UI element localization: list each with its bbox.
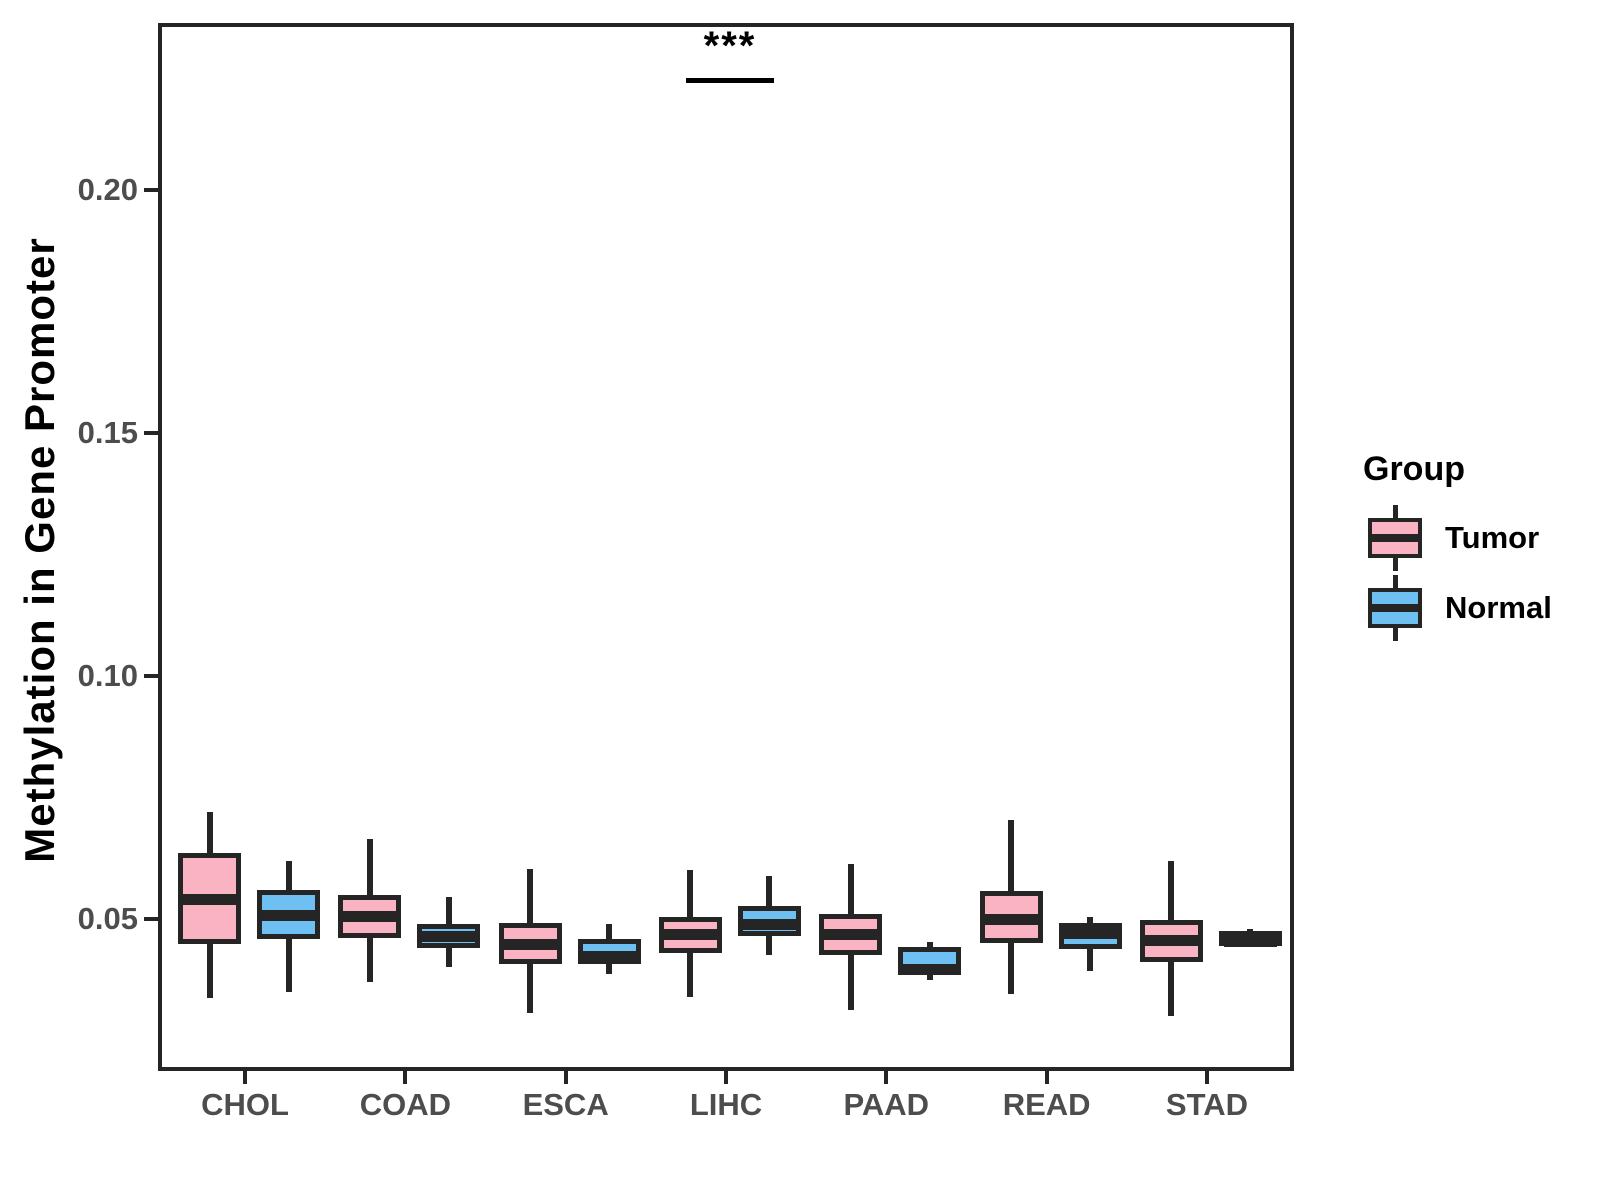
legend-title: Group — [1363, 450, 1465, 488]
y-tick-mark-0.05 — [144, 916, 158, 921]
significance-line — [685, 78, 774, 83]
x-tick-mark-READ — [1044, 1071, 1049, 1084]
box-PAAD-Normal — [898, 946, 962, 976]
box-CHOL-Normal — [257, 889, 320, 940]
key-median — [1372, 534, 1418, 542]
x-tick-label-STAD: STAD — [1165, 1087, 1249, 1122]
x-tick-label-ESCA: ESCA — [522, 1087, 609, 1122]
box-LIHC-Tumor — [658, 917, 722, 954]
x-tick-mark-LIHC — [723, 1071, 728, 1084]
median-STAD-Tumor — [1144, 934, 1198, 946]
tumor-boxplot-key-icon — [1368, 505, 1422, 571]
y-axis-title: Methylation in Gene Promoter — [16, 237, 63, 863]
key-median — [1372, 604, 1418, 612]
median-PAAD-Tumor — [824, 928, 878, 940]
box-ESCA-Tumor — [498, 922, 562, 964]
x-tick-label-LIHC: LIHC — [689, 1087, 763, 1122]
x-tick-label-READ: READ — [1002, 1087, 1091, 1122]
median-PAAD-Normal — [903, 963, 957, 975]
significance-stars: *** — [703, 23, 757, 68]
y-tick-label-0.05: 0.05 — [77, 900, 138, 936]
legend: Group Tumor Normal — [1363, 450, 1552, 645]
x-tick-mark-STAD — [1204, 1071, 1209, 1084]
y-tick-mark-0.10 — [144, 673, 158, 678]
x-tick-mark-ESCA — [563, 1071, 568, 1084]
median-READ-Normal — [1063, 928, 1117, 940]
median-COAD-Normal — [422, 930, 476, 942]
legend-label-tumor: Tumor — [1445, 520, 1540, 555]
box-READ-Normal — [1058, 923, 1122, 950]
key-box — [1368, 588, 1422, 628]
x-tick-label-CHOL: CHOL — [201, 1087, 289, 1122]
normal-boxplot-key-icon — [1368, 575, 1422, 641]
median-CHOL-Normal — [262, 910, 315, 922]
median-CHOL-Tumor — [183, 893, 236, 905]
median-READ-Tumor — [984, 913, 1038, 925]
legend-entry-tumor: Tumor — [1363, 505, 1552, 571]
median-ESCA-Tumor — [503, 939, 557, 951]
y-tick-mark-0.15 — [144, 431, 158, 436]
x-tick-label-COAD: COAD — [359, 1087, 451, 1122]
legend-entry-normal: Normal — [1363, 575, 1552, 641]
x-tick-mark-COAD — [403, 1071, 408, 1084]
box-PAAD-Tumor — [819, 913, 883, 956]
box-COAD-Tumor — [338, 894, 402, 938]
box-READ-Tumor — [979, 891, 1043, 943]
x-tick-label-PAAD: PAAD — [843, 1087, 930, 1122]
y-tick-label-0.20: 0.20 — [77, 172, 138, 208]
box-ESCA-Normal — [577, 938, 641, 965]
median-LIHC-Normal — [742, 918, 796, 930]
median-STAD-Normal — [1223, 935, 1277, 947]
box-COAD-Normal — [417, 924, 481, 949]
box-STAD-Tumor — [1139, 920, 1203, 963]
key-box — [1368, 518, 1422, 558]
box-STAD-Normal — [1218, 930, 1282, 947]
box-LIHC-Normal — [737, 906, 801, 937]
median-LIHC-Tumor — [663, 928, 717, 940]
y-tick-label-0.10: 0.10 — [77, 657, 138, 693]
x-tick-mark-CHOL — [243, 1071, 247, 1084]
median-COAD-Tumor — [343, 911, 397, 923]
legend-label-normal: Normal — [1445, 590, 1552, 625]
y-tick-label-0.15: 0.15 — [77, 415, 138, 451]
box-CHOL-Tumor — [178, 853, 241, 944]
median-ESCA-Normal — [582, 951, 636, 963]
plot-panel: *** — [158, 23, 1294, 1071]
x-tick-mark-PAAD — [884, 1071, 889, 1084]
y-tick-mark-0.20 — [144, 188, 158, 193]
